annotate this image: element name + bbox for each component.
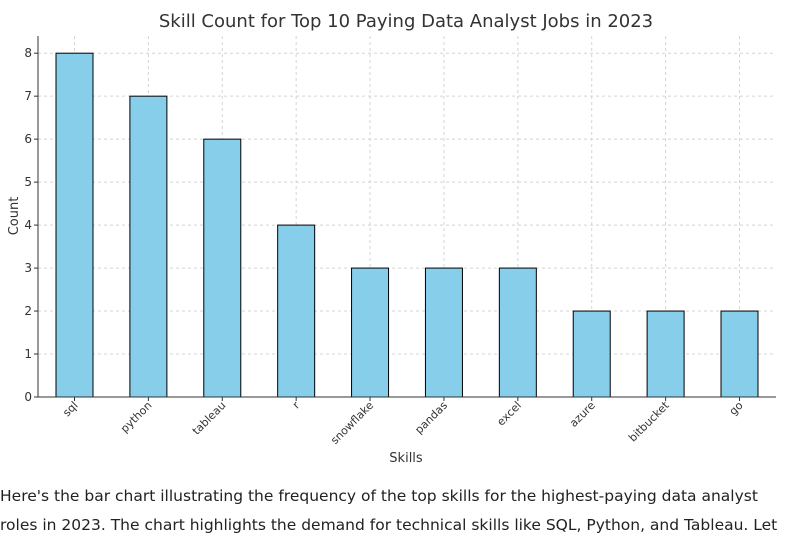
x-tick-label: azure	[567, 399, 598, 430]
y-tick-label: 5	[24, 175, 32, 189]
x-tick-label: tableau	[190, 399, 229, 438]
x-tick-label: bitbucket	[626, 398, 672, 444]
bar-r	[277, 224, 316, 398]
bar-go	[720, 310, 759, 398]
x-axis-label: Skills	[389, 451, 423, 466]
caption-line-1: Here's the bar chart illustrating the fr…	[0, 487, 758, 505]
x-axis-ticks: sql python tableau r snowflake pandas excel azu…	[60, 397, 746, 447]
bar-sql	[55, 52, 94, 398]
x-tick-label: python	[118, 399, 154, 435]
bar-chart: Skill Count for Top 10 Paying Data Analy…	[7, 11, 776, 466]
y-tick-label: 4	[24, 218, 32, 232]
bar-tableau	[203, 138, 242, 398]
bars	[55, 52, 759, 398]
x-tick-label: excel	[494, 399, 524, 429]
bar-pandas	[424, 267, 463, 398]
y-tick-label: 1	[24, 347, 32, 361]
y-tick-label: 8	[24, 46, 32, 60]
bar-snowflake	[351, 267, 390, 398]
caption-line-2: roles in 2023. The chart highlights the …	[0, 516, 778, 534]
bar-azure	[572, 310, 611, 398]
x-tick-label: pandas	[412, 399, 450, 437]
x-tick-label: sql	[60, 399, 80, 419]
y-tick-label: 7	[24, 89, 32, 103]
x-tick-label: snowflake	[328, 399, 376, 447]
y-tick-label: 6	[24, 132, 32, 146]
y-axis-ticks: 0 1 2 3 4 5 6 7 8	[24, 46, 38, 404]
chart-title: Skill Count for Top 10 Paying Data Analy…	[159, 11, 653, 32]
y-axis-label: Count	[7, 197, 22, 236]
x-tick-label: go	[727, 399, 746, 418]
caption-text: Here's the bar chart illustrating the fr…	[0, 482, 792, 540]
bar-python	[129, 95, 168, 398]
y-tick-label: 0	[24, 390, 32, 404]
y-tick-label: 2	[24, 304, 32, 318]
bar-bitbucket	[646, 310, 685, 398]
y-tick-label: 3	[24, 261, 32, 275]
bar-excel	[498, 267, 537, 398]
